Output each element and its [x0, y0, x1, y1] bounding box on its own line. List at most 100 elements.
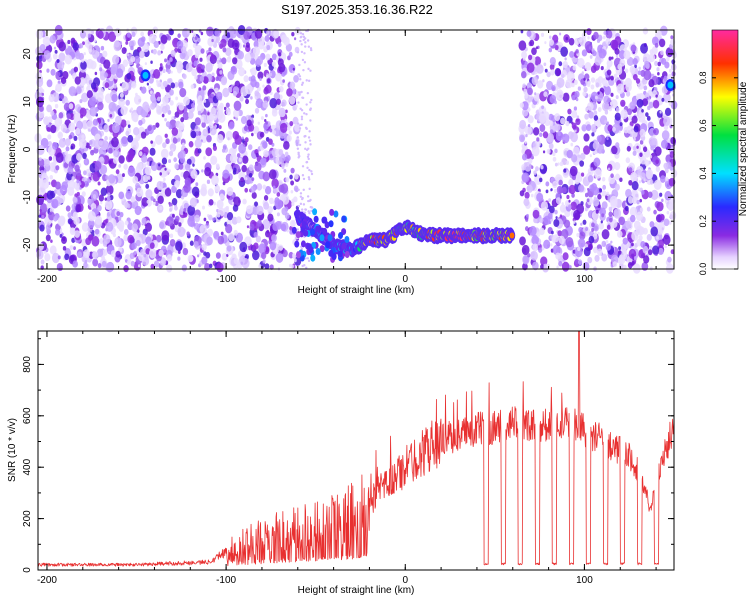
- noise-blob: [520, 29, 524, 34]
- noise-blob: [588, 111, 594, 119]
- noise-blob: [192, 32, 197, 38]
- noise-blob: [300, 43, 303, 46]
- noise-blob: [77, 251, 83, 259]
- noise-blob: [303, 211, 307, 214]
- noise-blob: [588, 94, 592, 98]
- noise-blob: [154, 200, 159, 207]
- noise-blob: [275, 72, 282, 82]
- noise-blob: [524, 161, 532, 172]
- noise-blob: [183, 202, 189, 210]
- noise-blob: [552, 151, 556, 157]
- noise-blob: [177, 256, 181, 261]
- noise-blob: [643, 69, 652, 81]
- noise-blob: [603, 85, 606, 89]
- noise-blob: [218, 112, 226, 123]
- noise-blob: [577, 175, 583, 183]
- noise-blob: [191, 68, 198, 77]
- noise-blob: [215, 76, 219, 82]
- noise-blob: [207, 112, 210, 116]
- noise-blob: [141, 36, 146, 43]
- noise-blob: [521, 60, 525, 66]
- noise-blob: [155, 234, 162, 243]
- noise-blob: [605, 37, 611, 46]
- noise-blob: [307, 136, 311, 139]
- noise-blob: [272, 130, 277, 135]
- noise-blob: [43, 250, 47, 254]
- noise-blob: [50, 239, 53, 243]
- noise-blob: [127, 234, 135, 244]
- noise-blob: [297, 101, 300, 104]
- noise-blob: [136, 187, 144, 198]
- noise-blob: [197, 37, 201, 43]
- noise-blob: [294, 123, 301, 133]
- noise-blob: [64, 253, 70, 261]
- noise-blob: [107, 250, 111, 255]
- snr-x-axis: -200 -100 0 100: [37, 331, 657, 586]
- noise-blob: [228, 121, 235, 130]
- track-cell: [509, 232, 515, 239]
- noise-blob: [587, 187, 590, 191]
- noise-blob: [229, 153, 238, 164]
- noise-blob: [269, 97, 278, 109]
- noise-blob: [281, 165, 285, 170]
- noise-blob: [524, 61, 528, 66]
- noise-blob: [640, 43, 648, 54]
- noise-blob: [310, 170, 313, 173]
- noise-blob: [583, 77, 586, 81]
- noise-blob: [653, 209, 657, 215]
- noise-blob: [300, 123, 303, 126]
- noise-blob: [659, 214, 665, 221]
- noise-blob: [163, 177, 166, 182]
- noise-blob: [601, 253, 608, 262]
- noise-blob: [620, 109, 628, 120]
- noise-blob: [149, 147, 156, 156]
- noise-blob: [571, 110, 578, 119]
- noise-blob: [521, 153, 528, 161]
- noise-blob: [568, 178, 574, 186]
- noise-blob: [531, 47, 537, 56]
- noise-blob: [524, 93, 528, 99]
- noise-blob: [152, 69, 161, 79]
- noise-blob: [585, 226, 589, 231]
- noise-blob: [584, 207, 588, 212]
- noise-blob: [157, 195, 164, 205]
- noise-blob: [300, 208, 304, 211]
- noise-blob: [284, 162, 289, 167]
- noise-blob: [600, 66, 604, 71]
- noise-blob: [112, 54, 120, 65]
- noise-blob: [555, 197, 562, 205]
- noise-blob: [252, 250, 260, 261]
- noise-blob: [554, 209, 558, 215]
- noise-blob: [58, 138, 66, 148]
- noise-blob: [97, 204, 102, 212]
- noise-blob: [301, 174, 305, 177]
- noise-blob: [162, 96, 169, 105]
- noise-blob: [229, 28, 237, 39]
- noise-blob: [172, 137, 178, 144]
- noise-blob: [240, 261, 244, 265]
- noise-blob: [259, 77, 262, 82]
- noise-blob: [68, 70, 71, 74]
- noise-blob: [534, 71, 537, 75]
- noise-blob: [245, 177, 248, 181]
- noise-blob: [138, 134, 142, 139]
- noise-blob: [550, 188, 553, 192]
- noise-blob: [254, 162, 262, 172]
- noise-blob: [532, 127, 540, 136]
- noise-blob: [587, 36, 590, 40]
- noise-blob: [592, 197, 600, 207]
- noise-blob: [306, 155, 310, 159]
- noise-blob: [99, 67, 103, 72]
- noise-blob: [166, 60, 171, 66]
- noise-blob: [279, 122, 288, 133]
- track-scatter: [291, 226, 297, 234]
- track-scatter: [315, 225, 321, 233]
- noise-blob: [660, 50, 664, 56]
- noise-blob: [608, 206, 613, 212]
- noise-blob: [243, 125, 248, 132]
- noise-blob: [305, 79, 308, 82]
- noise-blob: [242, 198, 247, 205]
- noise-blob: [608, 211, 613, 217]
- noise-blob: [197, 95, 203, 103]
- noise-blob: [293, 258, 297, 263]
